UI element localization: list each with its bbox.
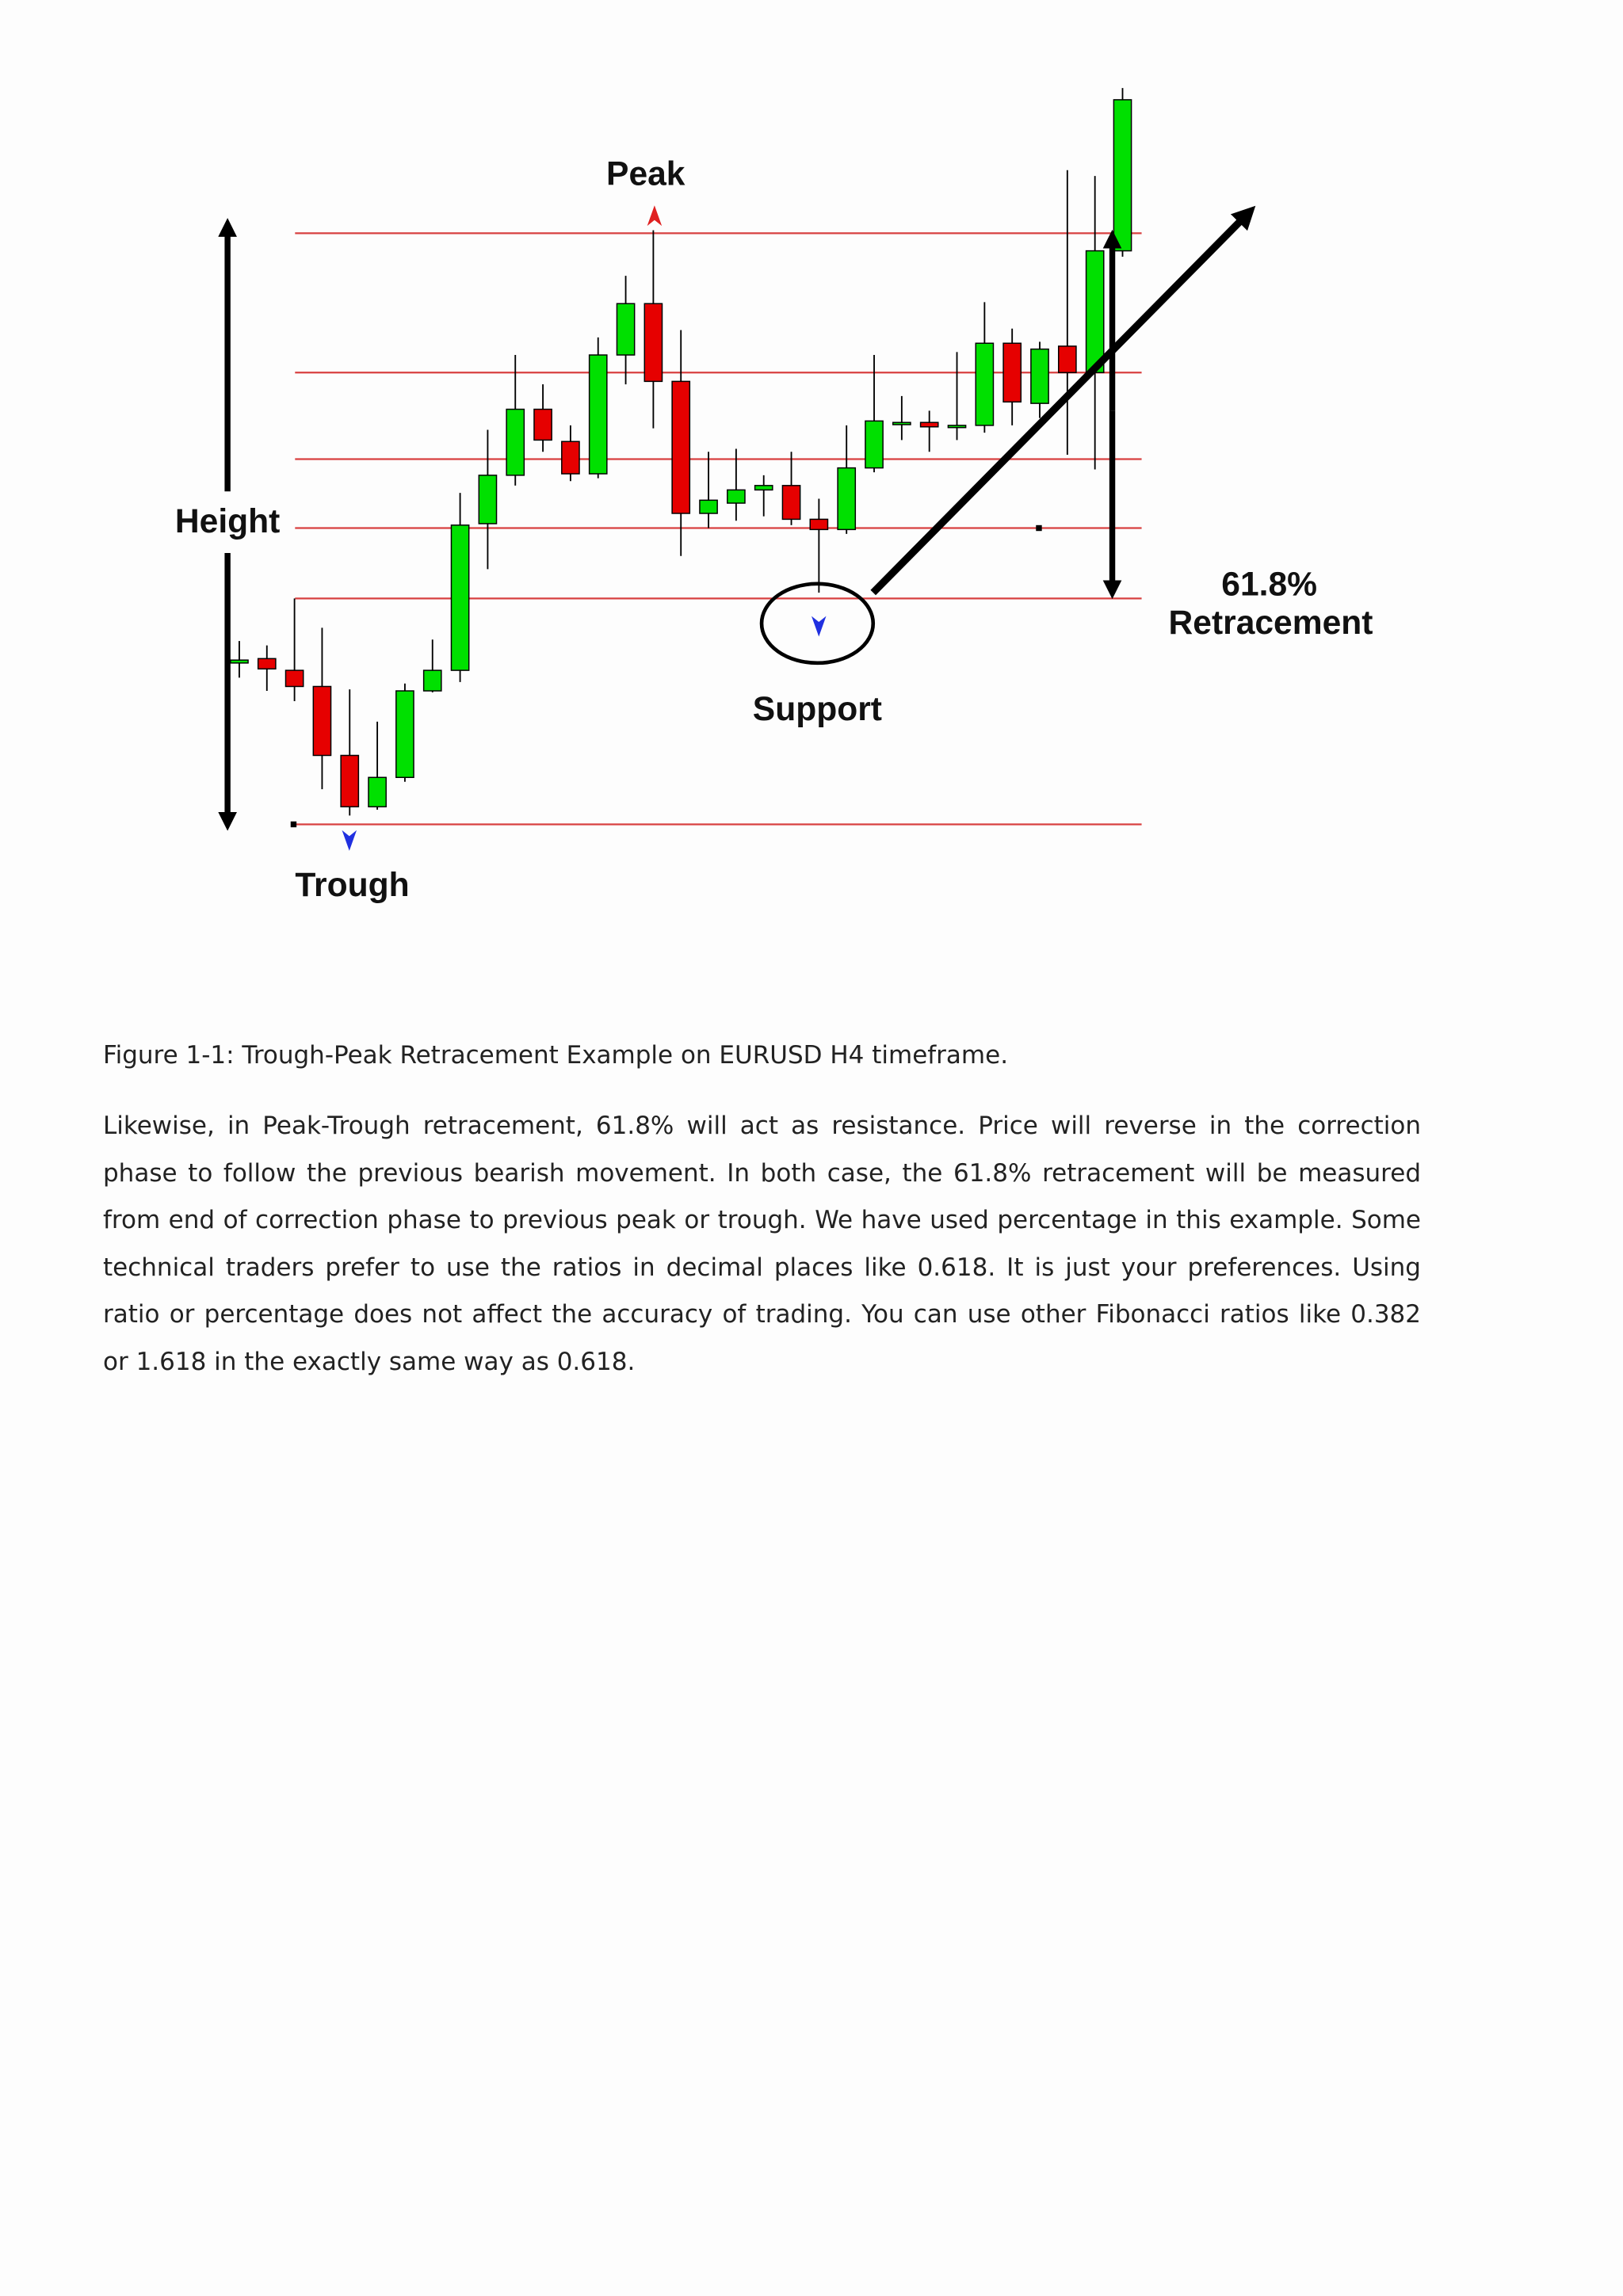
candle-body: [892, 421, 911, 425]
candle-body: [422, 669, 442, 692]
figure: Peak Height Trough Support 61.8% Retrace…: [175, 88, 1373, 904]
candle-body: [1113, 99, 1132, 252]
candle-body: [257, 658, 277, 669]
candle-body: [975, 342, 995, 426]
candle-body: [837, 467, 857, 531]
candle-body: [588, 354, 608, 475]
candle-body: [1002, 342, 1022, 403]
dot: [290, 821, 297, 828]
candle-body: [340, 754, 360, 808]
candle-body: [727, 489, 746, 504]
candle-body: [395, 690, 414, 778]
trough-label: Trough: [295, 866, 409, 904]
candle-body: [285, 669, 304, 688]
retracement-label: Retracement: [1169, 604, 1373, 642]
candle-body: [312, 685, 332, 757]
candle-body: [781, 485, 801, 521]
candle-body: [699, 499, 718, 514]
candle-body: [478, 475, 498, 524]
height-label: Height: [175, 502, 280, 540]
candle-body: [1085, 250, 1105, 374]
candle-body: [450, 524, 470, 671]
trend-arrow: [870, 205, 1256, 596]
dot: [1036, 524, 1042, 532]
ratio-label: 61.8%: [1221, 566, 1317, 604]
peak-label: Peak: [606, 154, 685, 193]
candle-body: [533, 408, 552, 441]
trough-marker: [342, 830, 357, 851]
candle-body: [643, 303, 663, 383]
support-marker: [812, 616, 827, 637]
peak-marker: [647, 205, 663, 227]
candle-body: [1057, 345, 1077, 374]
candle-body: [947, 425, 967, 429]
candle-body: [506, 408, 525, 476]
candle-body: [809, 518, 829, 531]
candle-body: [368, 776, 387, 808]
candle-body: [865, 420, 884, 469]
candle-body: [616, 303, 636, 356]
candle-body: [754, 485, 773, 491]
candle-body: [230, 659, 249, 664]
paragraph: Likewise, in Peak-Trough retracement, 61…: [103, 1112, 1421, 1376]
candle-body: [561, 441, 580, 475]
caption: Figure 1-1: Trough-Peak Retracement Exam…: [103, 1041, 1009, 1070]
support-label: Support: [753, 690, 882, 728]
candle-body: [1030, 348, 1049, 404]
support-circle: [759, 582, 876, 666]
candle-body: [671, 380, 691, 514]
candle-body: [919, 421, 939, 428]
